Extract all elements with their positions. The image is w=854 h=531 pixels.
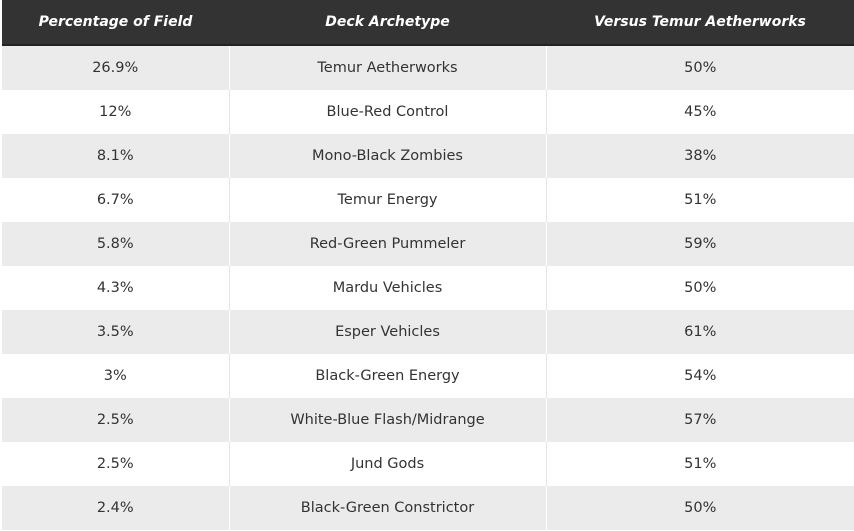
table-body: 26.9% Temur Aetherworks 50% 12% Blue-Red Con… (2, 45, 854, 530)
table-cell: 57% (545, 398, 854, 442)
table-cell: 3% (2, 354, 230, 398)
table-cell: Temur Energy (228, 178, 547, 222)
table-cell: 8.1% (2, 134, 230, 178)
table-cell: 3.5% (2, 310, 230, 354)
table-cell: 51% (545, 442, 854, 486)
table-cell: 50% (545, 45, 854, 90)
table-row: 12% Blue-Red Control 45% (2, 90, 854, 134)
table-row: 2.5% White-Blue Flash/Midrange 57% (2, 398, 854, 442)
header-row: Percentage of Field Deck Archetype Versu… (2, 0, 854, 46)
table-cell: 61% (545, 310, 854, 354)
header-cell: Deck Archetype (229, 0, 546, 46)
table-cell: 6.7% (2, 178, 230, 222)
table-cell: Blue-Red Control (228, 90, 547, 134)
table-cell: 12% (2, 90, 230, 134)
table-cell: Mono-Black Zombies (228, 134, 547, 178)
table-cell: 26.9% (2, 45, 230, 90)
table-cell: 50% (545, 266, 854, 310)
table-row: 6.7% Temur Energy 51% (2, 178, 854, 222)
table-row: 26.9% Temur Aetherworks 50% (2, 45, 854, 90)
table-cell: Black-Green Constrictor (228, 486, 547, 530)
table-header: Percentage of Field Deck Archetype Versu… (2, 0, 854, 46)
table-row: 2.5% Jund Gods 51% (2, 442, 854, 486)
table-cell: 54% (545, 354, 854, 398)
table-cell: Esper Vehicles (228, 310, 547, 354)
table-cell: 59% (545, 222, 854, 266)
table-row: 3% Black-Green Energy 54% (2, 354, 854, 398)
table-row: 5.8% Red-Green Pummeler 59% (2, 222, 854, 266)
table-cell: 45% (545, 90, 854, 134)
table-row: 4.3% Mardu Vehicles 50% (2, 266, 854, 310)
table-cell: 2.5% (2, 442, 230, 486)
table-cell: 2.5% (2, 398, 230, 442)
table-cell: Black-Green Energy (228, 354, 547, 398)
header-cell: Percentage of Field (2, 0, 229, 46)
table-row: 2.4% Black-Green Constrictor 50% (2, 486, 854, 530)
table-cell: Temur Aetherworks (228, 45, 547, 90)
table-cell: Red-Green Pummeler (228, 222, 547, 266)
table-cell: 50% (545, 486, 854, 530)
table-row: 8.1% Mono-Black Zombies 38% (2, 134, 854, 178)
table-cell: Jund Gods (228, 442, 547, 486)
table-cell: White-Blue Flash/Midrange (228, 398, 547, 442)
table-cell: 4.3% (2, 266, 230, 310)
table-cell: 51% (545, 178, 854, 222)
table-row: 3.5% Esper Vehicles 61% (2, 310, 854, 354)
table-cell: Mardu Vehicles (228, 266, 547, 310)
table-cell: 2.4% (2, 486, 230, 530)
table-cell: 5.8% (2, 222, 230, 266)
table-cell: 38% (545, 134, 854, 178)
header-cell: Versus Temur Aetherworks (546, 0, 854, 46)
